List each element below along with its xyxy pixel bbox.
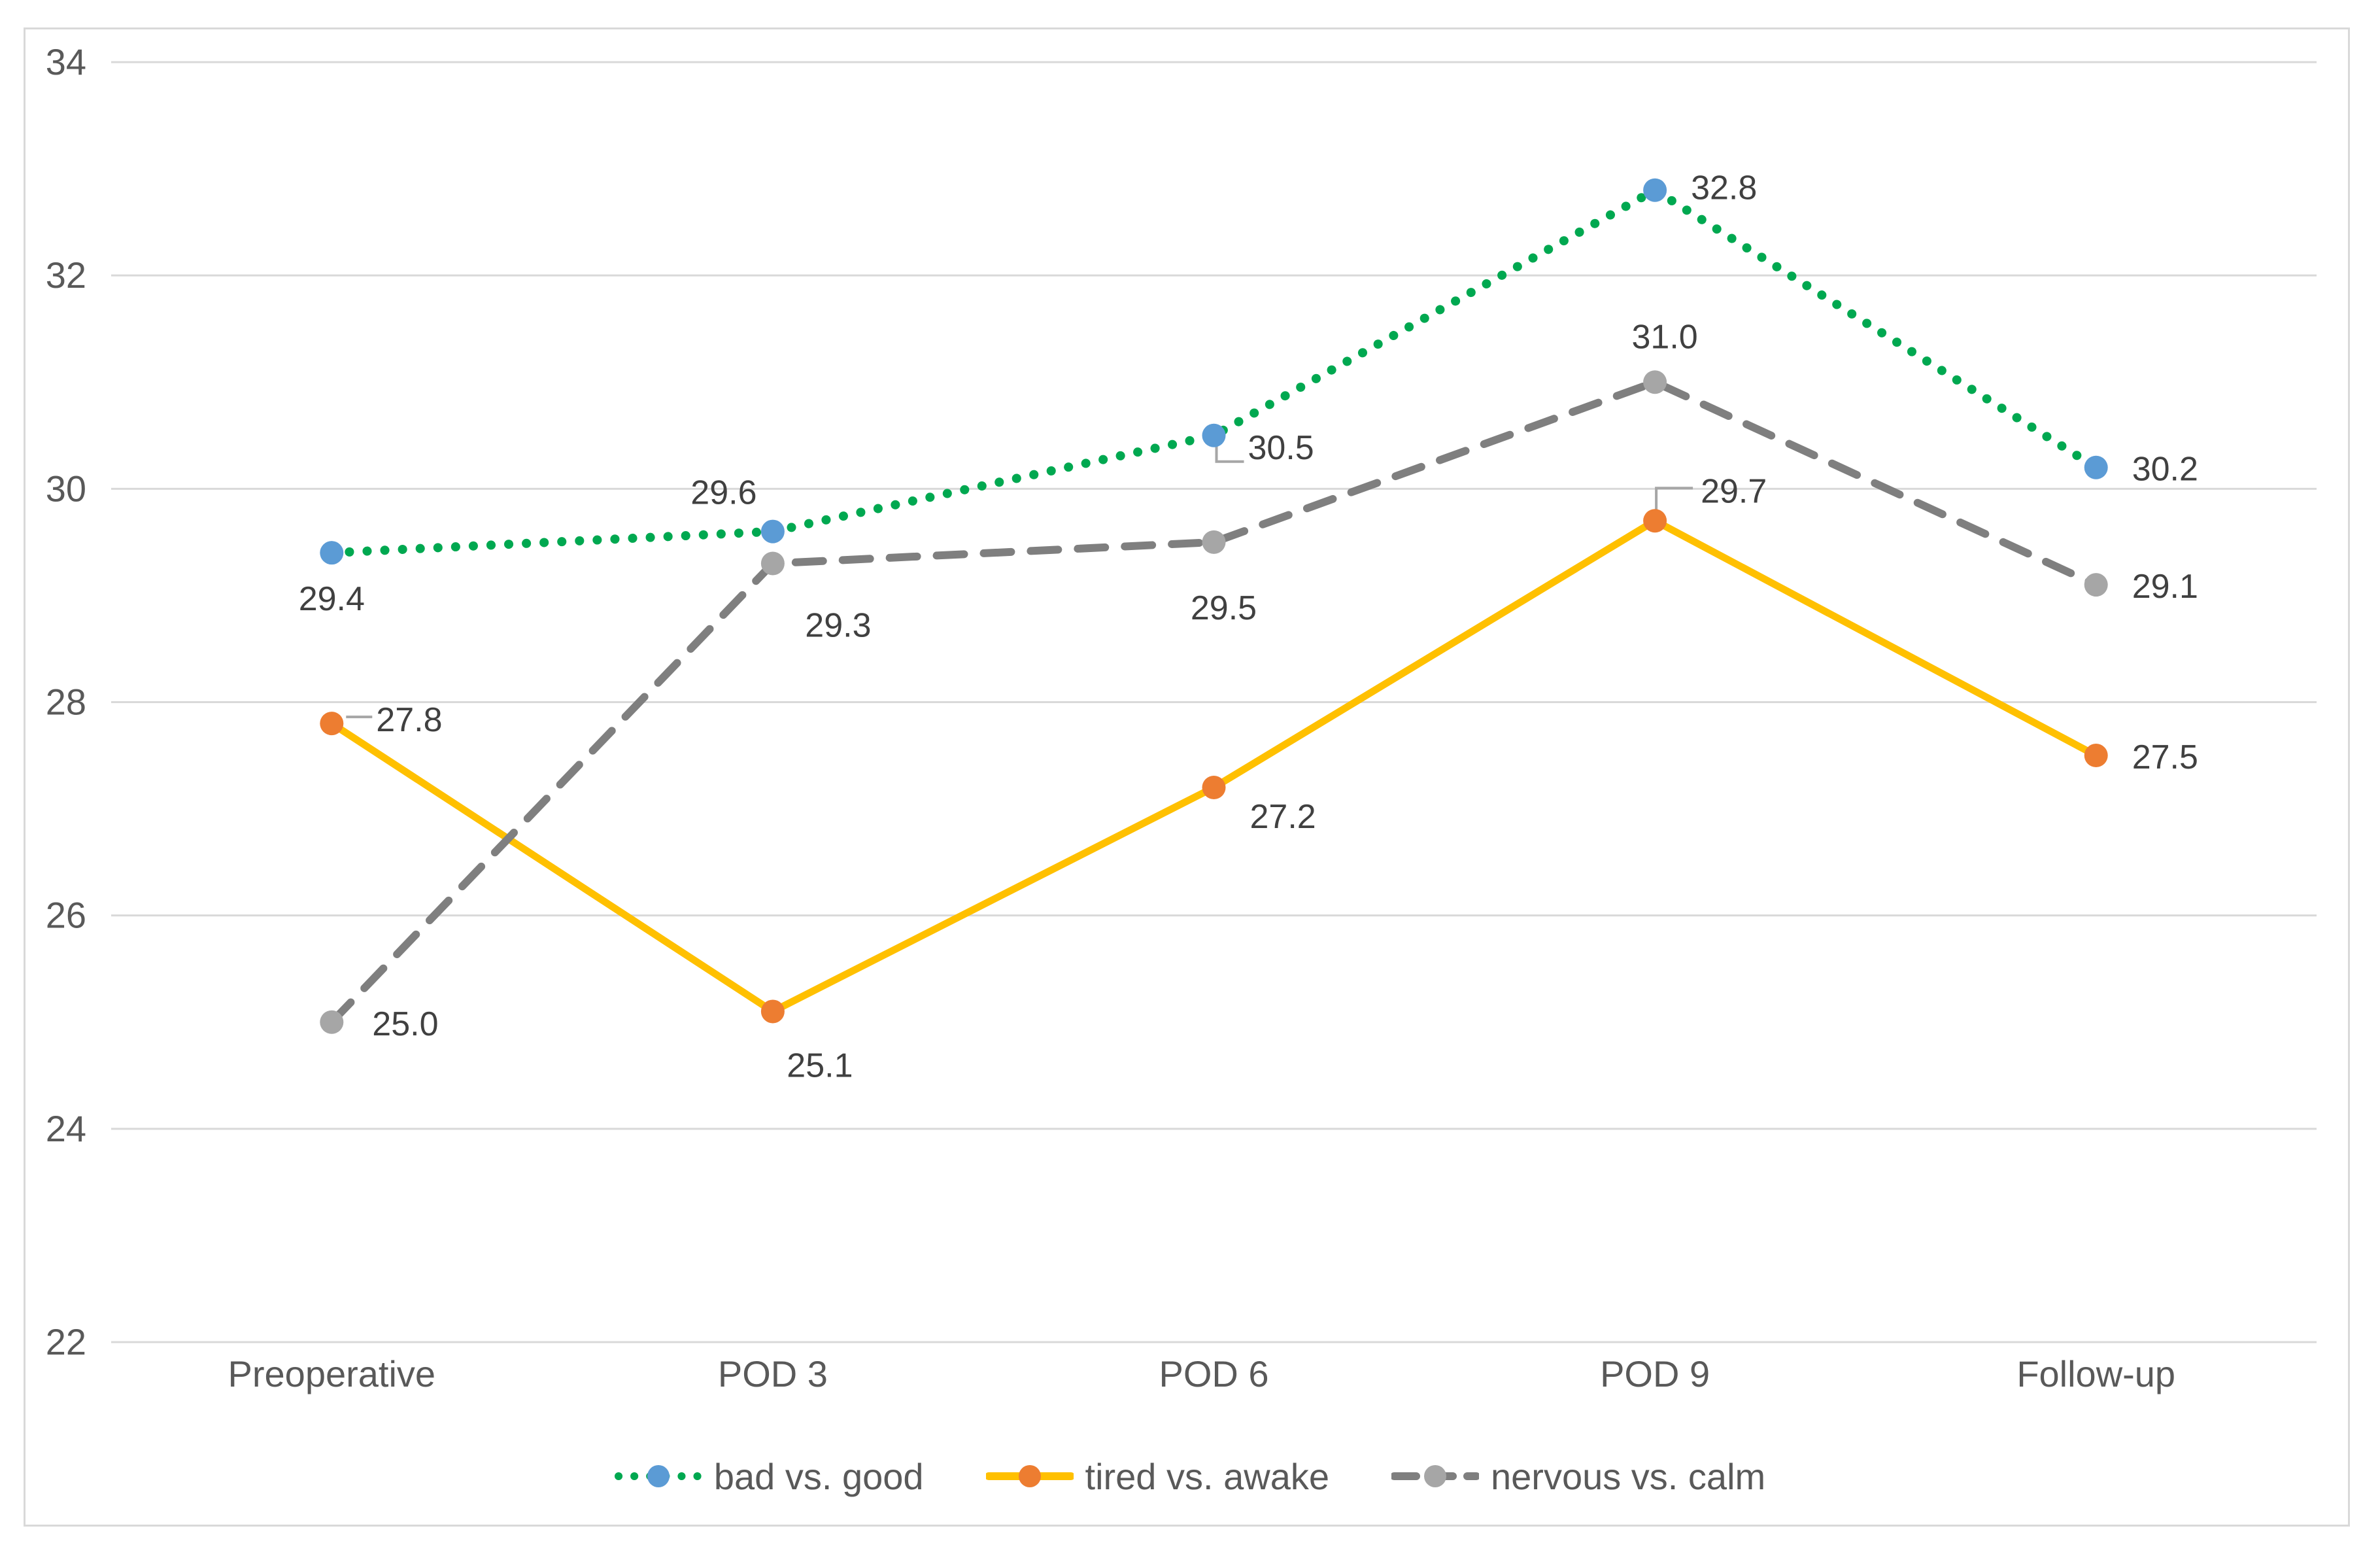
data-point-marker — [2084, 744, 2108, 768]
y-axis-tick-label: 32 — [46, 254, 86, 296]
legend: bad vs. good tired vs. awake nervous vs.… — [0, 1447, 2380, 1506]
data-point-marker — [760, 999, 785, 1024]
legend-item-nervous-vs-calm: nervous vs. calm — [1391, 1455, 1765, 1498]
data-point-marker — [760, 519, 785, 544]
legend-label: nervous vs. calm — [1491, 1455, 1766, 1497]
y-axis-tick-label: 22 — [46, 1321, 86, 1362]
data-point-marker — [1202, 775, 1226, 799]
y-axis-tick-label: 30 — [46, 468, 86, 509]
legend-item-bad-vs-good: bad vs. good — [614, 1455, 924, 1498]
x-axis-category-label: POD 9 — [1600, 1353, 1710, 1394]
data-point-label: 29.4 — [299, 580, 365, 618]
data-point-marker — [1643, 178, 1667, 202]
data-point-marker — [320, 712, 344, 736]
legend-label: bad vs. good — [713, 1455, 924, 1497]
data-point-label: 25.0 — [372, 1005, 438, 1043]
legend-marker-dashed-gray — [1391, 1465, 1480, 1487]
data-point-label: 29.7 — [1701, 472, 1767, 510]
x-axis-category-label: Preoperative — [228, 1353, 436, 1394]
data-label-leader-line — [1655, 487, 1693, 511]
data-point-marker — [1643, 509, 1667, 533]
y-axis-tick-label: 28 — [46, 682, 86, 723]
x-axis-category-label: Follow-up — [2016, 1353, 2175, 1394]
x-axis-category-label: POD 3 — [718, 1353, 828, 1394]
data-point-label: 30.2 — [2132, 451, 2198, 489]
legend-item-tired-vs-awake: tired vs. awake — [985, 1455, 1330, 1498]
data-point-label: 29.3 — [805, 606, 871, 644]
data-point-label: 29.6 — [690, 474, 756, 512]
data-point-label: 25.1 — [787, 1046, 853, 1084]
data-point-marker — [1643, 370, 1667, 394]
data-point-label: 32.8 — [1691, 169, 1757, 207]
legend-label: tired vs. awake — [1085, 1455, 1330, 1497]
legend-marker-solid-orange — [985, 1465, 1074, 1487]
y-axis-tick-label: 34 — [46, 41, 86, 82]
data-point-label: 29.1 — [2132, 568, 2198, 606]
data-point-marker — [1202, 530, 1226, 554]
chart-outer-border — [24, 27, 2350, 1527]
data-point-marker — [320, 1010, 344, 1034]
data-point-marker — [2084, 573, 2108, 597]
data-point-label: 31.0 — [1631, 318, 1697, 356]
y-axis-tick-label: 26 — [46, 895, 86, 936]
data-point-marker — [1202, 423, 1226, 447]
legend-marker-dotted-blue — [614, 1465, 702, 1487]
series-line-nervous-vs-calm — [328, 378, 2100, 1026]
x-axis-category-label: POD 6 — [1159, 1353, 1268, 1394]
data-point-marker — [760, 551, 785, 576]
data-point-label: 29.5 — [1191, 589, 1257, 627]
data-point-label: 30.5 — [1248, 429, 1314, 467]
data-point-label: 27.2 — [1250, 798, 1316, 836]
data-point-label: 27.8 — [376, 701, 442, 739]
data-point-label: 27.5 — [2132, 738, 2198, 776]
data-point-marker — [2084, 455, 2108, 479]
y-axis-tick-label: 24 — [46, 1108, 86, 1149]
series-line-bad-vs-good — [327, 185, 2101, 558]
data-label-leader-line — [1215, 444, 1244, 463]
data-point-marker — [320, 541, 344, 565]
